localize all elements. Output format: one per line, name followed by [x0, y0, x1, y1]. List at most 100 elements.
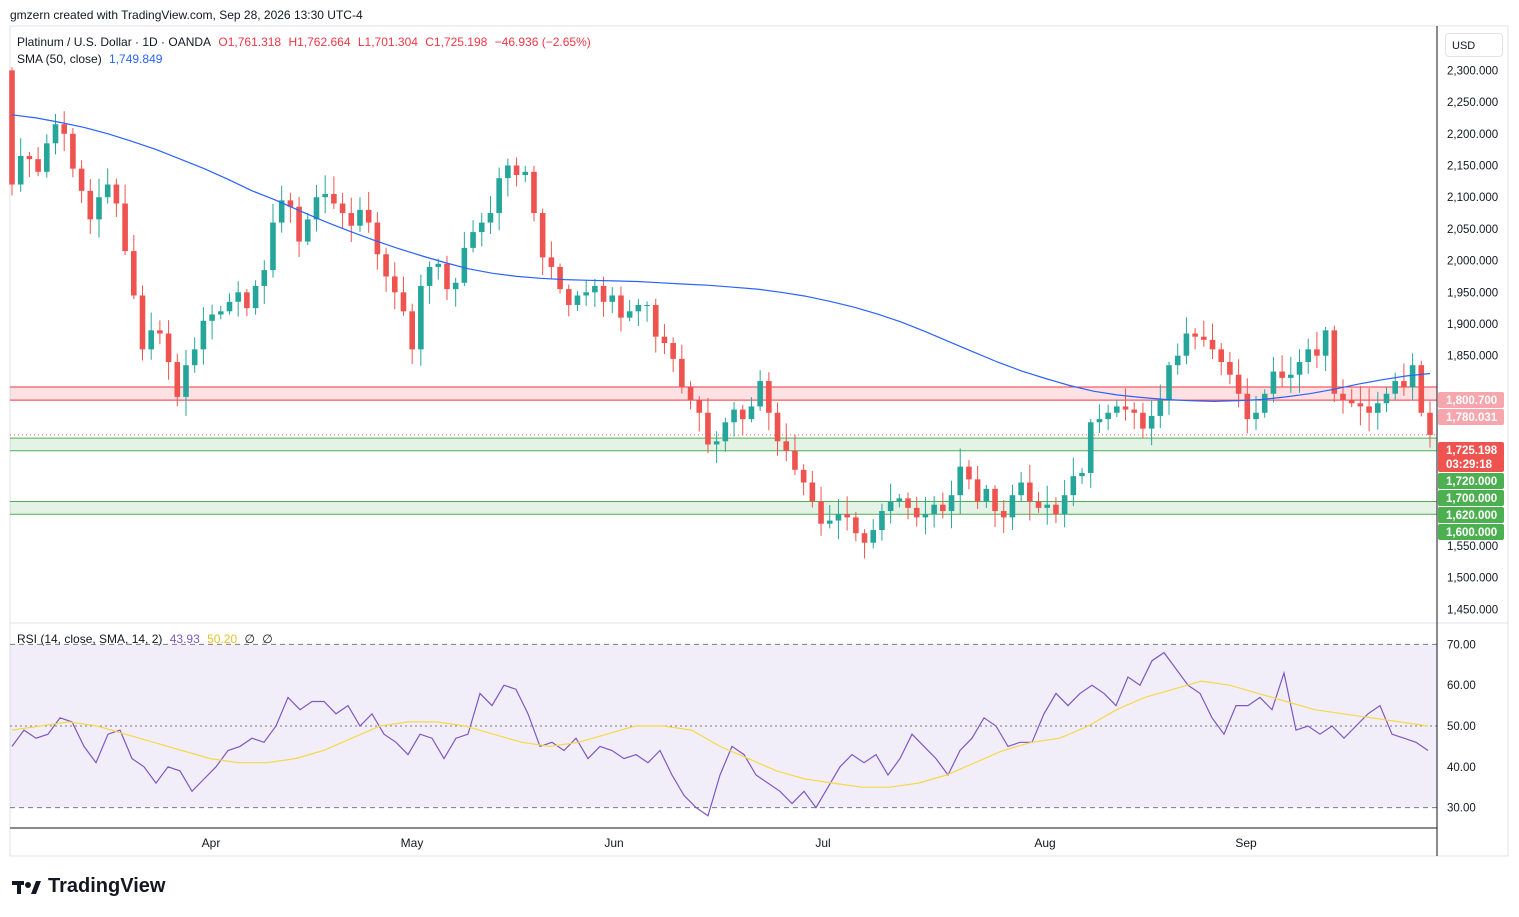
currency-selector[interactable]: USD — [1445, 33, 1503, 57]
candle-body — [1331, 330, 1338, 394]
candle-body — [1009, 495, 1016, 518]
candle-body — [1157, 400, 1164, 416]
candle-body — [1366, 406, 1372, 413]
candle-body — [348, 213, 355, 226]
rsi-pane — [11, 651, 1429, 817]
candle-body — [209, 314, 215, 321]
candle-body — [461, 247, 468, 283]
candle-body — [1087, 422, 1094, 473]
candle-body — [357, 209, 363, 226]
price-tick-label: 2,100.000 — [1447, 192, 1498, 204]
candle-body — [244, 292, 250, 309]
candle-body — [226, 301, 233, 312]
candle-body — [1018, 482, 1024, 496]
candle-body — [661, 336, 668, 344]
change-value: −46.936 (−2.65%) — [494, 35, 591, 49]
candle-body — [235, 292, 241, 302]
candle-body — [1070, 476, 1077, 496]
price-label-support: 1,700.000 — [1446, 493, 1497, 505]
price-tick-label: 2,300.000 — [1447, 65, 1498, 77]
rsi-sma-value: 50.20 — [207, 632, 238, 646]
candle-body — [478, 222, 485, 233]
candle-body — [531, 171, 537, 214]
candle-body — [1418, 365, 1425, 413]
candle-body — [139, 295, 146, 350]
candle-body — [217, 311, 224, 315]
candle-body — [1183, 333, 1190, 356]
candle-body — [261, 270, 268, 286]
candle-body — [444, 263, 450, 290]
price-label-bg — [1438, 507, 1504, 523]
candle-body — [722, 422, 729, 442]
tradingview-logo-icon — [12, 880, 41, 894]
candle-body — [43, 143, 50, 172]
chart-caption: gmzern created with TradingView.com, Sep… — [10, 8, 363, 22]
price-label-bg — [1438, 524, 1504, 540]
candlestick-series — [9, 67, 1433, 559]
candle-body — [1348, 400, 1355, 404]
candle-body — [1261, 393, 1268, 413]
candle-body — [1209, 339, 1216, 350]
brand-name: TradingView — [48, 875, 166, 897]
rsi-value: 43.93 — [169, 632, 200, 646]
candle-body — [574, 295, 581, 305]
candle-body — [1383, 393, 1390, 404]
candle-body — [322, 194, 328, 198]
rsi-tick-label: 50.00 — [1447, 721, 1476, 733]
sma-value: 1,749.849 — [109, 52, 163, 66]
rsi-band-background — [10, 643, 1437, 809]
candle-body — [183, 365, 189, 397]
candle-body — [452, 282, 459, 290]
candle-body — [983, 488, 990, 502]
candle-body — [513, 165, 520, 175]
candle-body — [435, 263, 442, 267]
candle-body — [426, 266, 433, 286]
candle-body — [1427, 412, 1433, 435]
time-tick-label: Jul — [815, 836, 830, 850]
candle-body — [853, 517, 859, 534]
price-tick-label: 2,250.000 — [1447, 97, 1498, 109]
price-label-bg — [1438, 490, 1504, 506]
candle-body — [783, 441, 790, 451]
rsi-legend: RSI (14, close, SMA, 14, 2) 43.93 50.20 … — [17, 632, 277, 646]
rsi-label: RSI (14, close, SMA, 14, 2) — [17, 632, 163, 646]
close-value: C1,725.198 — [425, 35, 488, 49]
candle-body — [583, 292, 589, 296]
low-value: L1,701.304 — [357, 35, 418, 49]
candle-body — [565, 289, 572, 305]
candle-body — [679, 358, 685, 388]
candle-body — [957, 466, 964, 496]
price-label-resistance: 1,780.031 — [1446, 412, 1498, 424]
rsi-tick-label: 30.00 — [1447, 803, 1476, 815]
candle-body — [1296, 362, 1303, 375]
candle-body — [252, 285, 259, 309]
candle-body — [304, 219, 311, 242]
candle-body — [1305, 349, 1312, 363]
candle-body — [931, 504, 937, 515]
candle-body — [1027, 482, 1033, 502]
price-label-support: 1,600.000 — [1446, 527, 1497, 539]
price-label-bg — [1438, 442, 1504, 458]
candle-body — [835, 514, 842, 521]
candle-body — [17, 155, 24, 185]
price-tick-label: 1,950.000 — [1447, 287, 1498, 299]
candle-body — [800, 469, 807, 483]
candle-body — [61, 124, 67, 134]
candle-body — [113, 184, 120, 204]
candle-body — [1314, 349, 1320, 356]
candle-body — [1140, 412, 1146, 429]
candle-body — [52, 124, 59, 144]
candle-body — [78, 168, 85, 191]
candle-body — [748, 406, 755, 420]
price-label-last: 1,725.198 — [1446, 445, 1498, 457]
candle-body — [670, 343, 676, 359]
candle-body — [400, 292, 407, 312]
candle-body — [70, 133, 76, 169]
candle-body — [409, 311, 415, 350]
candle-body — [1227, 362, 1233, 375]
candle-body — [792, 450, 798, 470]
candle-body — [1166, 365, 1172, 401]
zone-2 — [10, 501, 1437, 515]
candle-body — [1201, 336, 1207, 340]
